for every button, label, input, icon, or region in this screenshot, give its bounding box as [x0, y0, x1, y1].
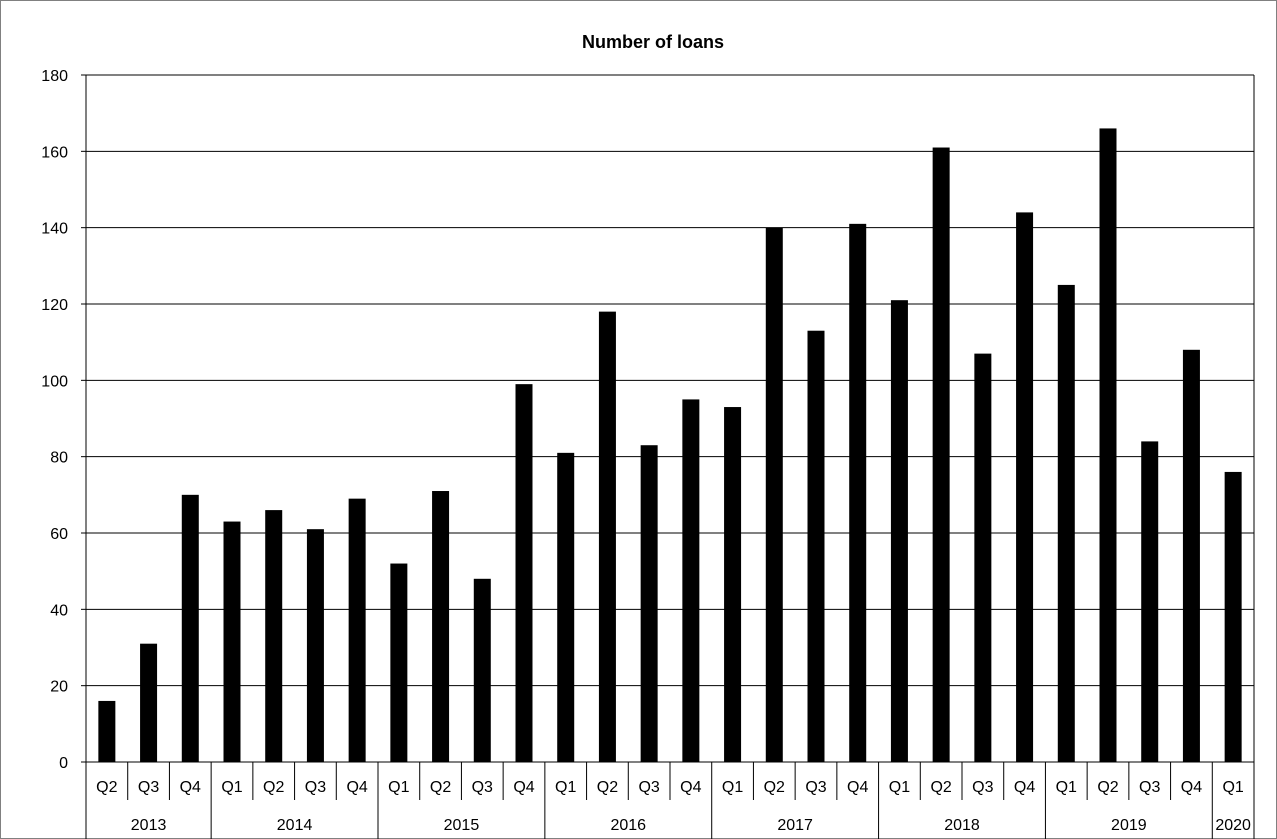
x-tick-label: Q3 — [472, 779, 493, 796]
x-tick-label: Q4 — [680, 779, 701, 796]
y-tick-label: 120 — [41, 297, 68, 314]
x-tick-label: Q2 — [930, 779, 951, 796]
x-tick-label: Q3 — [638, 779, 659, 796]
bar — [223, 521, 241, 762]
bar — [1099, 128, 1117, 762]
x-tick-label: Q3 — [305, 779, 326, 796]
year-label: 2019 — [1111, 817, 1147, 834]
y-tick-label: 20 — [50, 679, 68, 696]
x-tick-label: Q3 — [138, 779, 159, 796]
x-tick-label: Q2 — [597, 779, 618, 796]
x-tick-label: Q1 — [555, 779, 576, 796]
bar — [265, 510, 283, 762]
y-tick-label: 180 — [41, 68, 68, 85]
year-label: 2014 — [277, 817, 313, 834]
y-tick-label: 80 — [50, 450, 68, 467]
chart-title: Number of loans — [582, 32, 724, 52]
bar — [974, 353, 992, 762]
bar — [849, 223, 867, 763]
x-tick-label: Q1 — [722, 779, 743, 796]
bar — [1016, 212, 1034, 762]
x-tick-label: Q1 — [388, 779, 409, 796]
bar — [306, 529, 324, 762]
x-tick-label: Q4 — [1014, 779, 1035, 796]
y-tick-label: 40 — [50, 602, 68, 619]
bar — [890, 300, 908, 762]
year-label: 2017 — [777, 817, 813, 834]
y-tick-label: 100 — [41, 373, 68, 390]
bar — [473, 578, 491, 762]
y-tick-label: 60 — [50, 526, 68, 543]
y-tick-label: 140 — [41, 221, 68, 238]
year-label: 2016 — [610, 817, 646, 834]
bar — [682, 399, 700, 762]
bar — [348, 498, 366, 762]
bar — [432, 491, 450, 762]
bar — [98, 700, 116, 762]
axes — [81, 74, 1255, 839]
bar — [598, 311, 616, 762]
x-tick-label: Q1 — [889, 779, 910, 796]
bar — [390, 563, 408, 762]
x-tick-label: Q4 — [1181, 779, 1202, 796]
x-tick-label: Q2 — [1097, 779, 1118, 796]
year-label: 2020 — [1215, 817, 1251, 834]
x-tick-label: Q1 — [1222, 779, 1243, 796]
bar — [1224, 471, 1242, 762]
bar — [765, 227, 783, 762]
x-tick-label: Q2 — [96, 779, 117, 796]
year-label: 2015 — [444, 817, 480, 834]
x-tick-label: Q2 — [263, 779, 284, 796]
bar — [140, 643, 158, 762]
bars — [98, 128, 1242, 763]
x-tick-label: Q3 — [1139, 779, 1160, 796]
bar — [1182, 349, 1200, 762]
x-tick-label: Q4 — [346, 779, 367, 796]
x-tick-label: Q2 — [764, 779, 785, 796]
x-tick-label: Q4 — [847, 779, 868, 796]
x-tick-label: Q3 — [972, 779, 993, 796]
y-tick-label: 0 — [59, 755, 68, 772]
bar — [640, 445, 658, 762]
x-tick-label: Q1 — [221, 779, 242, 796]
year-label: 2013 — [131, 817, 167, 834]
bar — [1141, 441, 1159, 762]
bar — [557, 452, 575, 762]
y-tick-label: 160 — [41, 144, 68, 161]
x-tick-label: Q2 — [430, 779, 451, 796]
y-tick-labels: 0 20 40 60 80 100 120 140 160 180 — [41, 68, 68, 772]
x-tick-label: Q4 — [180, 779, 201, 796]
year-label: 2018 — [944, 817, 980, 834]
bar — [515, 384, 533, 762]
x-tick-labels: Q2 Q3 Q4 Q1 Q2 Q3 Q4 Q1 Q2 Q3 Q4 Q1 Q2 Q3 Q4 Q1 Q2 Q3 Q4 Q1… — [96, 779, 1251, 834]
x-tick-label: Q4 — [513, 779, 534, 796]
grid-lines — [86, 74, 1254, 687]
x-tick-label: Q1 — [1056, 779, 1077, 796]
bar — [807, 330, 825, 762]
bar — [181, 494, 199, 762]
x-tick-label: Q3 — [805, 779, 826, 796]
bar — [1057, 284, 1075, 762]
bar — [724, 407, 742, 762]
bar — [932, 147, 950, 762]
